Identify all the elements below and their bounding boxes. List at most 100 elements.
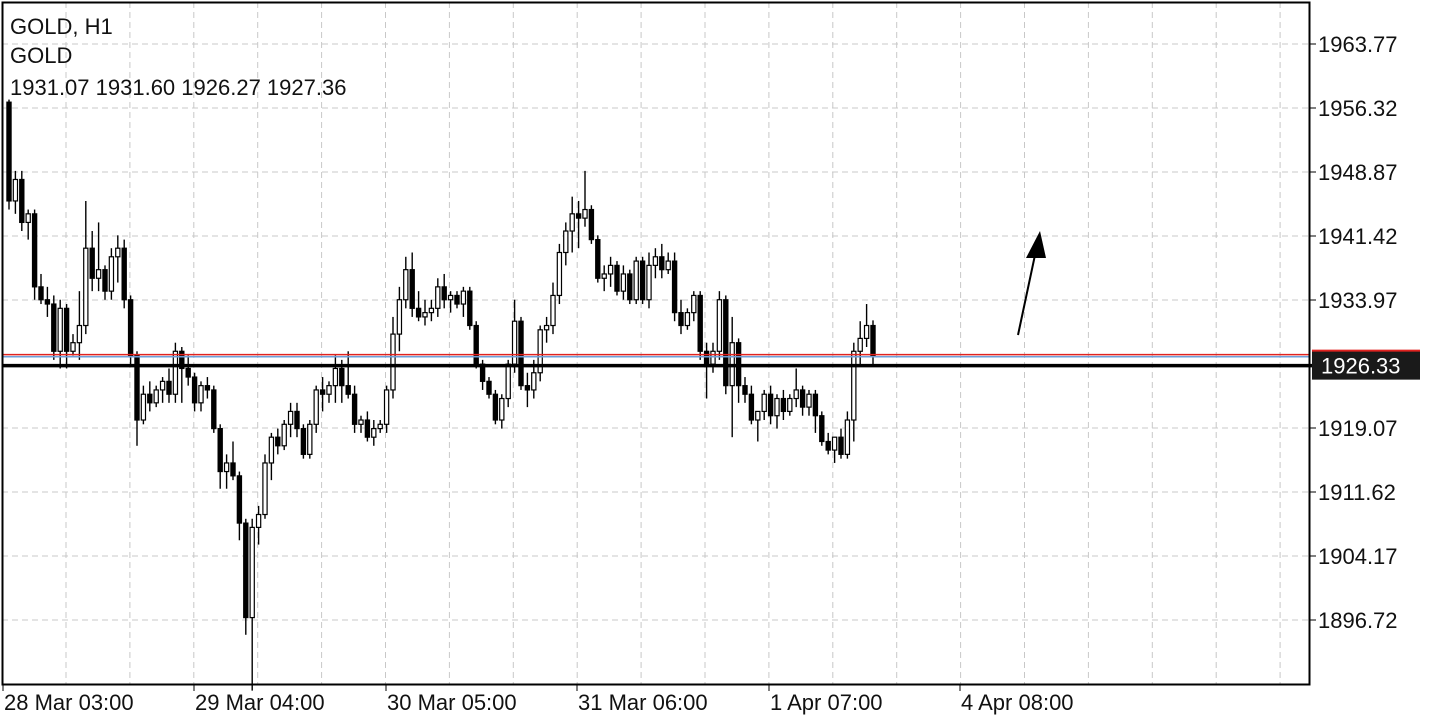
candle-body-bear [204, 385, 211, 391]
y-tick-label: 1933.97 [1318, 288, 1398, 313]
candle-body-bull [25, 213, 31, 224]
candle-body-bull [313, 389, 319, 425]
candle-body-bull [505, 363, 511, 400]
candle-body-bear [627, 273, 633, 301]
candle-body-bull [326, 385, 332, 395]
candle-body-bull [691, 294, 697, 314]
candle-body-bull [12, 178, 19, 202]
candle-body-bull [447, 294, 454, 301]
x-tick-label: 29 Mar 04:00 [195, 690, 325, 715]
ohlc-values: 1931.07 1931.60 1926.27 1927.36 [10, 75, 347, 100]
grid [2, 2, 1310, 685]
candle-body-bear [179, 350, 185, 370]
candle-body-bear [89, 247, 95, 279]
candle-body-bear [127, 299, 134, 357]
x-tick-label: 4 Apr 08:00 [961, 690, 1074, 715]
candle-body-bear [870, 324, 876, 358]
candle-body-bear [659, 256, 665, 271]
candle-body-bull [646, 264, 652, 301]
candle-body-bull [159, 380, 166, 391]
y-tick-label: 1904.17 [1318, 544, 1398, 569]
candle-body-bear [473, 324, 479, 365]
candle-body-bear [147, 393, 153, 404]
candle-body-bear [812, 393, 819, 417]
arrow-head-icon [1026, 231, 1046, 258]
candle-body-bear [211, 389, 217, 430]
candles [6, 99, 876, 691]
candle-body-bull [831, 436, 838, 451]
candle-body-bear [63, 307, 70, 352]
current-price-label: 1926.33 [1321, 354, 1401, 379]
candle-body-bear [671, 260, 678, 314]
candle-body-bull [716, 299, 723, 352]
candle-body-bull [70, 342, 76, 352]
price-lines [2, 353, 1420, 368]
candle-body-bull [281, 423, 287, 447]
y-tick-label: 1956.32 [1318, 96, 1398, 121]
symbol-name: GOLD [10, 43, 73, 68]
candle-body-bull [268, 436, 275, 464]
candle-body-bear [38, 286, 44, 301]
candle-body-bear [345, 385, 351, 395]
candle-body-bull [665, 260, 671, 271]
candle-body-bull [332, 367, 339, 387]
candle-body-bear [236, 475, 243, 524]
candle-body-bull [422, 312, 428, 318]
candle-body-bear [639, 260, 646, 301]
candle-body-bull [57, 307, 63, 352]
candle-body-bear [102, 269, 108, 292]
candle-body-bull [563, 230, 569, 254]
candle-body-bull [851, 350, 857, 421]
candle-body-bull [537, 329, 543, 374]
candle-body-bull [140, 393, 147, 421]
candle-body-bear [748, 393, 755, 421]
candle-body-bull [383, 389, 390, 425]
candle-body-bear [703, 350, 710, 365]
candle-body-bull [153, 389, 159, 404]
candle-body-bear [492, 393, 499, 421]
x-tick-label: 31 Mar 06:00 [578, 690, 708, 715]
candle-body-bear [486, 380, 492, 395]
candle-body-bull [403, 269, 409, 301]
candle-body-bear [185, 367, 191, 378]
arrow-shaft [1017, 254, 1036, 336]
candle-body-bull [249, 526, 255, 619]
candle-body-bull [620, 273, 627, 292]
candle-body-bear [44, 299, 51, 305]
candle-body-bull [396, 299, 403, 335]
symbol-timeframe: GOLD, H1 [10, 14, 113, 39]
candle-body-bear [294, 410, 300, 430]
up-arrow-annotation[interactable] [1017, 231, 1046, 336]
candle-body-bear [767, 393, 774, 417]
candle-body-bear [243, 522, 249, 619]
candle-body-bear [51, 303, 57, 352]
candle-body-bear [441, 286, 447, 301]
candle-body-bear [339, 367, 345, 387]
candle-body-bull [95, 269, 102, 279]
candle-body-bear [518, 320, 524, 387]
candle-body-bull [710, 350, 716, 365]
x-tick-label: 28 Mar 03:00 [4, 690, 134, 715]
candle-body-bear [217, 428, 223, 473]
candle-body-bull [390, 333, 396, 391]
candle-body-bear [409, 269, 415, 309]
candle-body-bull [307, 423, 313, 455]
candle-body-bear [780, 397, 787, 413]
candle-body-bear [121, 247, 127, 301]
candle-body-bull [857, 337, 863, 352]
x-tick-label: 30 Mar 05:00 [387, 690, 517, 715]
candle-body-bear [467, 290, 473, 327]
candle-body-bear [415, 307, 422, 318]
candle-body-bull [198, 385, 204, 404]
candle-body-bull [582, 208, 588, 219]
candle-body-bear [230, 462, 236, 477]
current-price-tag [1312, 351, 1420, 380]
candle-body-bull [863, 324, 870, 340]
candle-body-bear [614, 264, 620, 292]
candle-body-bull [511, 320, 518, 365]
candle-body-bear [454, 294, 460, 305]
candle-body-bull [652, 256, 659, 266]
candle-body-bear [799, 389, 806, 408]
chart-frame [1, 1, 1311, 686]
